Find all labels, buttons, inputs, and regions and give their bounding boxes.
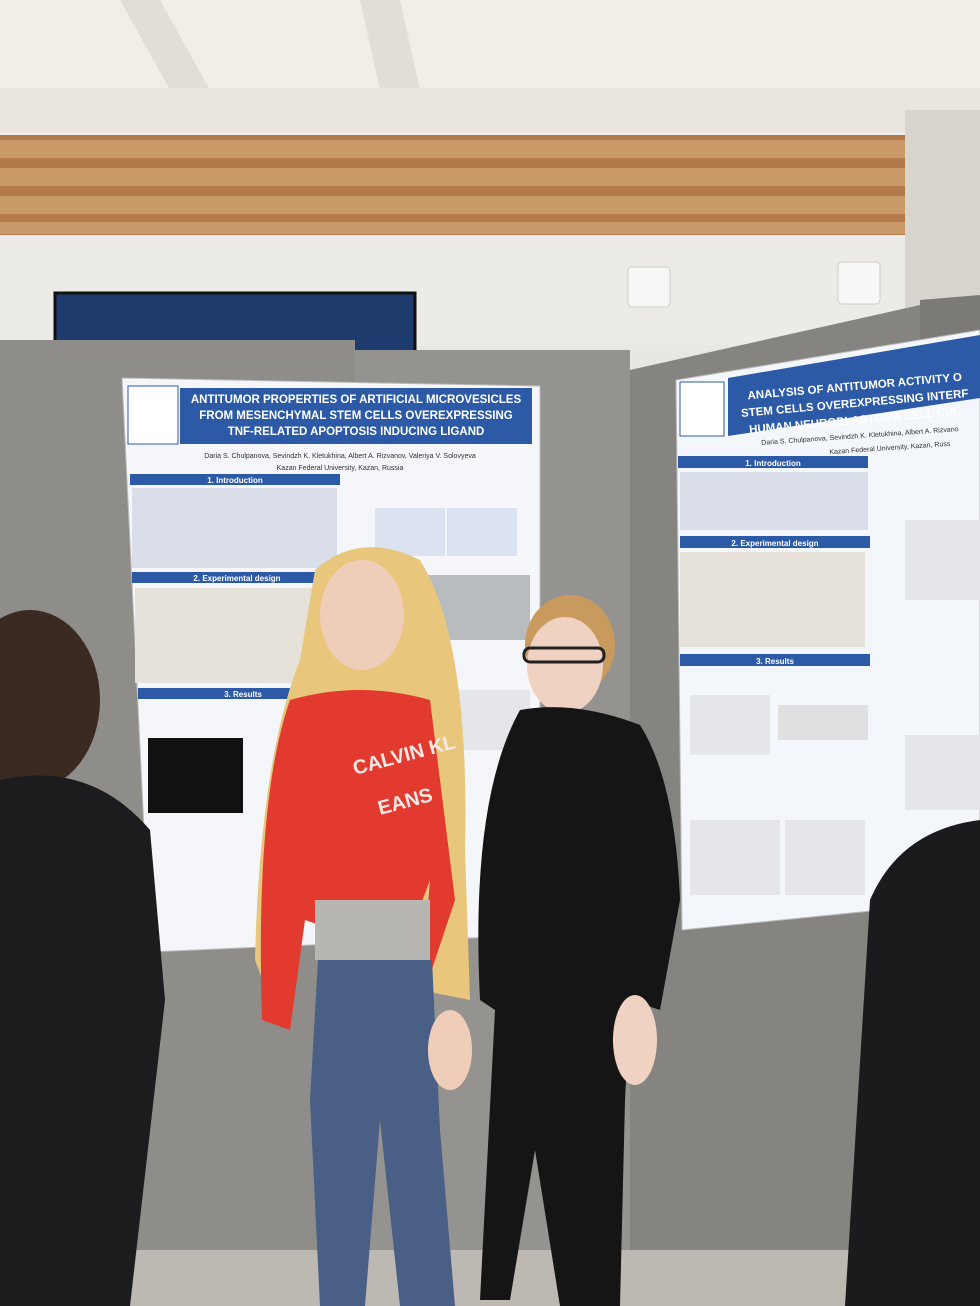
section-title: 1. Introduction [207,476,263,485]
bar-figure [690,695,770,755]
section-bar [678,456,868,468]
ceiling-beam [120,0,210,90]
poster-header [728,335,980,436]
clothing [0,775,165,1306]
diagram [135,588,315,683]
logo [679,381,725,437]
glasses [522,646,606,664]
poster-title: FROM MESENCHYMAL STEM CELLS OVEREXPRESSI… [199,410,513,422]
bar-figure [690,820,780,895]
slat [0,222,905,234]
section-title: 3. Results [756,657,794,666]
section-bar [138,688,348,699]
section-bar [680,536,870,548]
wall-device [837,261,881,305]
face [320,560,404,670]
poster-title: TNF-RELATED APOPTOSIS INDUCING LIGAND [228,426,485,438]
text-block [132,488,337,568]
slat [0,168,905,186]
poster-header [180,388,532,444]
pillar [905,110,980,310]
section-title: 3. Results [224,690,262,699]
poster-title: ANTITUMOR PROPERTIES OF ARTIFICIAL MICRO… [191,394,522,406]
slat [0,196,905,214]
section-title: 1. Introduction [745,459,801,468]
person-black [478,595,680,1306]
slat [0,140,905,158]
poster-authors: Daria S. Chulpanova, Sevindzh K. Kletukh… [204,453,476,460]
histogram [447,508,517,556]
jeans [310,960,455,1306]
bar-figure [785,820,865,895]
hoodie [260,690,455,1030]
diagram [680,552,865,647]
ceiling-edge [0,88,980,133]
poster-affiliation: Kazan Federal University, Kazan, Russia [277,465,404,472]
wood-slats [0,135,905,235]
wall-device [627,266,671,308]
hand [613,995,657,1085]
bar-figure [905,520,980,600]
top [315,900,430,960]
blot-figure [778,705,868,740]
clothing [478,707,680,1306]
section-title: 2. Experimental design [193,574,280,583]
bar-figure [905,735,980,810]
person-right-edge [845,820,980,1306]
section-bar [130,474,340,485]
ceiling-beam [360,0,420,90]
text-block [680,472,868,530]
histogram [375,508,445,556]
section-title: 2. Experimental design [731,539,818,548]
section-bar [680,654,870,666]
section-bar [132,572,342,583]
right-poster: ANALYSIS OF ANTITUMOR ACTIVITY O STEM CE… [675,329,980,931]
hair [0,610,100,790]
clothing [845,820,980,1306]
person-red-hoodie: CALVIN KL EANS [255,547,472,1306]
micrograph [148,738,243,813]
logo [127,385,179,445]
face [527,617,603,713]
hand [428,1010,472,1090]
person-left-edge [0,610,165,1306]
